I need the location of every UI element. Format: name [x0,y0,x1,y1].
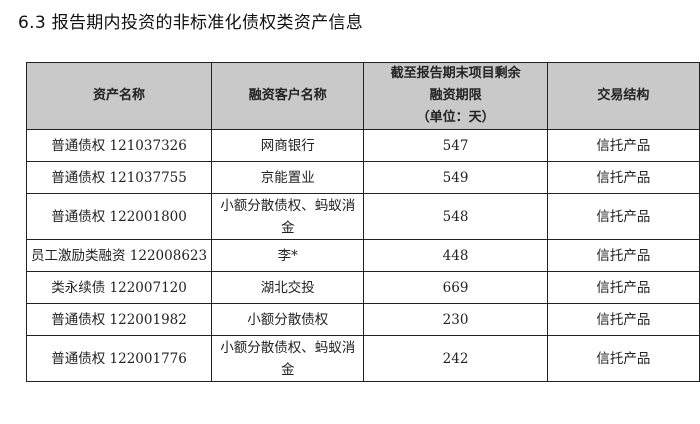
client-name-cell: 湖北交投 [211,271,365,304]
table-row: 普通债权 122001776 小额分散债权、蚂蚁消金 242 信托产品 [25,335,700,382]
header-asset-name: 资产名称 [25,62,213,130]
section-title: 6.3 报告期内投资的非标准化债权类资产信息 [18,13,364,33]
client-name-cell: 小额分散债权、蚂蚁消金 [211,335,365,382]
table-row: 普通债权 121037755 京能置业 549 信托产品 [25,161,700,194]
client-name-cell: 网商银行 [211,129,365,162]
table-row: 普通债权 122001800 小额分散债权、蚂蚁消金 548 信托产品 [25,193,700,240]
header-unit: （单位：天） [416,110,495,125]
remaining-term-cell: 230 [363,303,548,336]
asset-name-cell: 普通债权 121037326 [25,129,213,162]
remaining-term-cell: 242 [363,335,548,382]
structure-cell: 信托产品 [546,271,700,304]
table-row: 员工激励类融资 122008623 李* 448 信托产品 [25,239,700,272]
remaining-term-cell: 669 [363,271,548,304]
table-row: 普通债权 121037326 网商银行 547 信托产品 [25,129,700,162]
asset-name-cell: 普通债权 122001982 [25,303,213,336]
client-name-cell: 小额分散债权、蚂蚁消金 [211,193,365,240]
non-standard-debt-assets-table: 资产名称 融资客户名称 截至报告期末项目剩余 融资期限 （单位：天） 交易结构 … [25,62,700,382]
structure-cell: 信托产品 [546,335,700,382]
header-remaining-term: 截至报告期末项目剩余 融资期限 （单位：天） [363,62,548,130]
asset-name-cell: 员工激励类融资 122008623 [25,239,213,272]
table-row: 普通债权 122001982 小额分散债权 230 信托产品 [25,303,700,336]
remaining-term-cell: 548 [363,193,548,240]
asset-name-cell: 普通债权 122001776 [25,335,213,382]
client-name-cell: 小额分散债权 [211,303,365,336]
structure-cell: 信托产品 [546,129,700,162]
header-client-name: 融资客户名称 [211,62,365,130]
structure-cell: 信托产品 [546,303,700,336]
client-name-cell: 李* [211,239,365,272]
structure-cell: 信托产品 [546,161,700,194]
asset-name-cell: 普通债权 121037755 [25,161,213,194]
table-header-row: 资产名称 融资客户名称 截至报告期末项目剩余 融资期限 （单位：天） 交易结构 [25,62,700,130]
header-structure: 交易结构 [546,62,700,130]
client-name-cell: 京能置业 [211,161,365,194]
remaining-term-cell: 549 [363,161,548,194]
asset-name-cell: 普通债权 122001800 [25,193,213,240]
header-line: 融资期限 [429,88,482,103]
header-line: 截至报告期末项目剩余 [390,66,521,81]
structure-cell: 信托产品 [546,239,700,272]
structure-cell: 信托产品 [546,193,700,240]
remaining-term-cell: 547 [363,129,548,162]
table-row: 类永续债 122007120 湖北交投 669 信托产品 [25,271,700,304]
asset-name-cell: 类永续债 122007120 [25,271,213,304]
remaining-term-cell: 448 [363,239,548,272]
